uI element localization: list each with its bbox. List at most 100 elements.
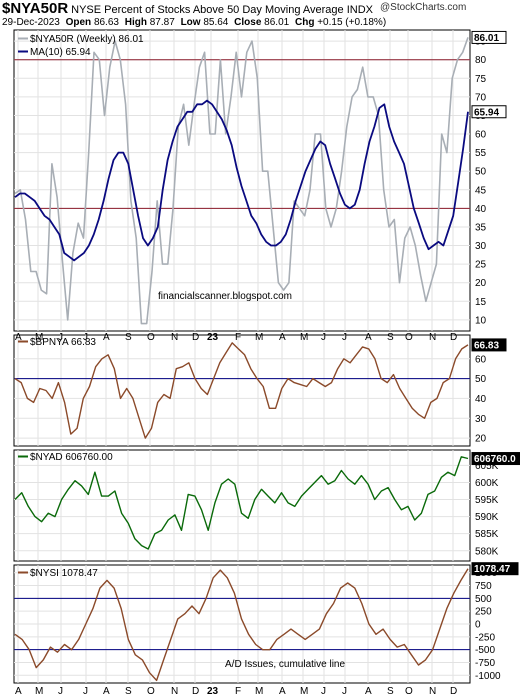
x-tick-label: A xyxy=(15,332,22,343)
x-tick-label: S xyxy=(387,686,394,697)
y-tick-label: 20 xyxy=(475,434,487,445)
legend-entry: MA(10) 65.94 xyxy=(30,47,91,58)
x-tick-label: S xyxy=(387,332,394,343)
y-tick-label: -500 xyxy=(475,645,495,656)
y-tick-label: 40 xyxy=(475,204,487,215)
x-tick-label: A xyxy=(103,686,110,697)
high-value: 87.87 xyxy=(149,17,175,28)
x-tick-label: J xyxy=(321,686,326,697)
y-tick-label: -750 xyxy=(475,658,495,669)
y-tick-label: 35 xyxy=(475,222,487,233)
x-tick-label: O xyxy=(405,686,413,697)
x-tick-label: O xyxy=(147,332,155,343)
open-value: 86.63 xyxy=(93,17,119,28)
copyright-label: @StockCharts.com xyxy=(380,2,467,13)
y-tick-label: 50 xyxy=(475,167,487,178)
y-tick-label: 75 xyxy=(475,74,487,85)
low-value: 85.64 xyxy=(203,17,229,28)
x-tick-label: M xyxy=(255,686,263,697)
x-tick-label: J xyxy=(58,332,63,343)
last-value-label: 65.94 xyxy=(474,107,499,118)
x-tick-label: A xyxy=(365,332,372,343)
low-label: Low xyxy=(180,17,201,28)
legend-entry: $NYA50R (Weekly) 86.01 xyxy=(30,34,144,45)
y-tick-label: 60 xyxy=(475,354,487,365)
main-panel-frame xyxy=(13,29,471,332)
x-tick-label: A xyxy=(365,686,372,697)
x-tick-label: M xyxy=(35,686,43,697)
x-tick-label: M xyxy=(300,686,308,697)
last-value-box xyxy=(471,452,520,466)
x-tick-label: 23 xyxy=(207,686,219,697)
symbol-label: $NYA50R xyxy=(2,0,69,17)
legend-entry: $BPNYA 66.83 xyxy=(30,337,96,348)
chart-header-title: $NYA50R NYSE Percent of Stocks Above 50 D… xyxy=(2,0,466,17)
legend-entry: $NYSI 1078.47 xyxy=(30,568,98,579)
nysi-series-line-0 xyxy=(14,568,469,682)
quote-line: 29-Dec-2023 Open 86.63 High 87.87 Low 85… xyxy=(2,17,389,28)
y-tick-label: 500 xyxy=(475,594,492,605)
x-tick-label: O xyxy=(147,686,155,697)
legend-entry: $NYAD 606760.00 xyxy=(30,452,113,463)
y-tick-label: 60 xyxy=(475,130,487,141)
bpnya-panel-frame xyxy=(13,334,471,447)
x-tick-label: A xyxy=(103,332,110,343)
last-value-box xyxy=(471,30,507,44)
chg-value: +0.15 (+0.18%) xyxy=(317,17,387,28)
y-tick-label: 30 xyxy=(475,241,487,252)
date-label: 29-Dec-2023 xyxy=(2,17,60,28)
chg-label: Chg xyxy=(294,17,315,28)
main-series-line-0 xyxy=(14,37,469,325)
last-value-box xyxy=(471,562,519,576)
y-tick-label: 40 xyxy=(475,394,487,405)
y-tick-label: 10 xyxy=(475,315,487,326)
x-tick-label: S xyxy=(125,686,132,697)
last-value-box xyxy=(471,105,507,119)
close-label: Close xyxy=(234,17,262,28)
x-tick-label: J xyxy=(321,332,326,343)
x-tick-label: A xyxy=(15,686,22,697)
x-tick-label: D xyxy=(192,332,199,343)
y-tick-label: 50 xyxy=(475,374,487,385)
y-tick-label: 250 xyxy=(475,607,492,618)
y-tick-label: 605K xyxy=(475,461,499,472)
x-tick-label: N xyxy=(171,686,178,697)
y-tick-label: 80 xyxy=(475,55,487,66)
x-tick-label: A xyxy=(279,686,286,697)
y-tick-label: -250 xyxy=(475,632,495,643)
x-tick-label: J xyxy=(58,686,63,697)
x-tick-label: N xyxy=(171,332,178,343)
x-tick-label: J xyxy=(342,686,347,697)
y-tick-label: 55 xyxy=(475,148,487,159)
x-tick-label: O xyxy=(405,332,413,343)
y-tick-label: -1000 xyxy=(475,671,501,682)
high-label: High xyxy=(124,17,147,28)
y-tick-label: 595K xyxy=(475,495,499,506)
y-tick-label: 580K xyxy=(475,546,499,557)
main-series-line-1 xyxy=(14,99,469,262)
last-value-box xyxy=(471,338,507,352)
x-tick-label: 23 xyxy=(207,332,219,343)
x-tick-label: D xyxy=(450,686,457,697)
nysi-annotation: A/D Issues, cumulative line xyxy=(225,659,345,670)
open-label: Open xyxy=(65,17,92,28)
nyad-panel-frame xyxy=(13,449,471,562)
x-tick-label: N xyxy=(429,332,436,343)
watermark-annotation: financialscanner.blogspot.com xyxy=(158,291,292,302)
y-tick-label: 45 xyxy=(475,185,487,196)
y-tick-label: 600K xyxy=(475,478,499,489)
y-tick-label: 0 xyxy=(475,620,481,631)
y-tick-label: 585K xyxy=(475,529,499,540)
last-value-label: 1078.47 xyxy=(474,564,511,575)
last-value-label: 606760.0 xyxy=(474,454,516,465)
x-tick-label: J xyxy=(83,686,88,697)
y-tick-label: 590K xyxy=(475,512,499,523)
y-tick-label: 20 xyxy=(475,278,487,289)
y-tick-label: 750 xyxy=(475,581,492,592)
x-tick-label: M xyxy=(300,332,308,343)
x-tick-label: D xyxy=(450,332,457,343)
bpnya-series-line-0 xyxy=(14,342,469,439)
y-tick-label: 15 xyxy=(475,297,487,308)
y-tick-label: 70 xyxy=(475,92,487,103)
